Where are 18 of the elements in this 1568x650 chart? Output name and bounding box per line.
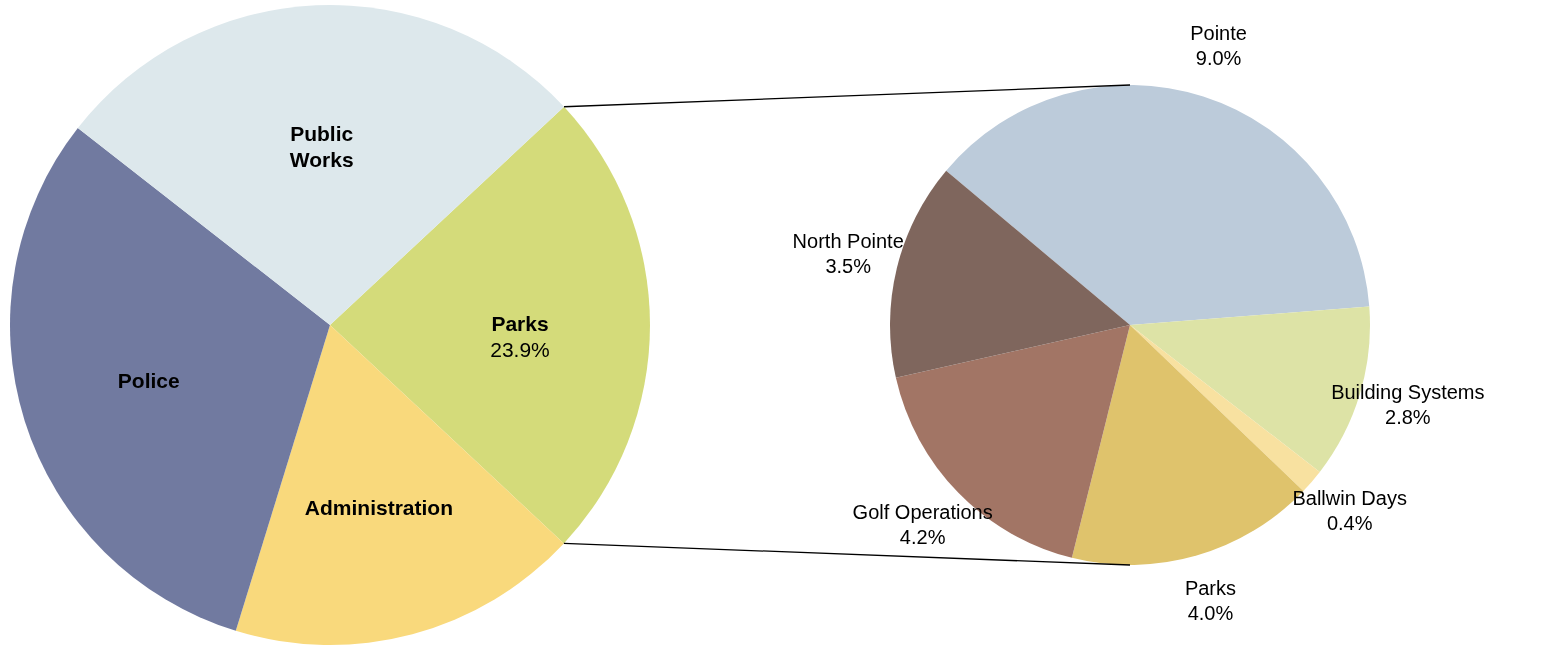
pie-slice [946,85,1370,325]
slice-label: Ballwin Days [1292,487,1407,510]
slice-label: North Pointe [792,229,904,252]
data-label: 9.0% [1195,46,1242,69]
slice-label: Police [117,368,180,392]
data-label: 0.4% [1326,512,1373,535]
data-label: 23.9% [490,338,550,362]
data-label: 2.8% [1385,406,1431,429]
slice-label: Pointe [1190,21,1247,44]
slice-label: Parks [491,312,549,336]
data-label: 3.5% [825,254,872,277]
slice-label: Public Works [289,122,354,172]
slice-label: Parks [1184,576,1237,599]
slice-label: Administration [304,495,454,519]
data-label: 4.0% [1187,601,1234,624]
pie-slice [895,325,1130,558]
data-label: 4.2% [899,525,946,548]
slice-label: Building Systems [1331,381,1485,404]
